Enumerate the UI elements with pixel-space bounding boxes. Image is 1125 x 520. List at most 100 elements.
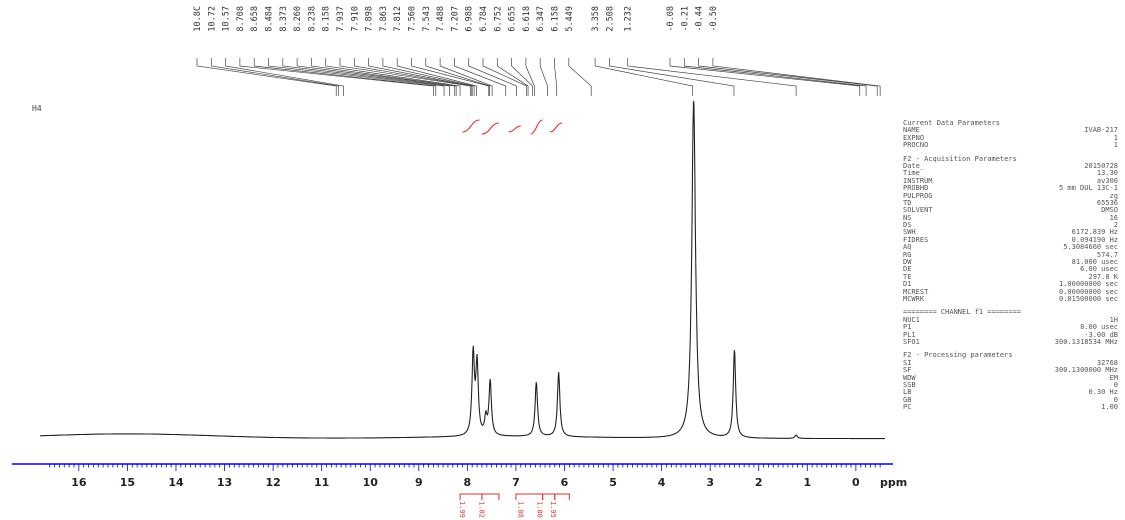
- peak-label: 7.898: [365, 6, 375, 32]
- param-value: IVAB-217: [1084, 126, 1118, 135]
- x-tick-label: 15: [120, 476, 135, 489]
- peak-label: 8.484: [265, 6, 275, 32]
- peak-leader: [311, 58, 457, 96]
- peak-label: 7.863: [379, 6, 389, 32]
- peak-leader: [454, 58, 507, 96]
- peak-label: 8.708: [236, 6, 246, 32]
- param-value: 2: [1113, 221, 1118, 230]
- param-row: EXPNO 1: [903, 133, 1118, 142]
- param-row: WDW EM: [903, 374, 1118, 382]
- x-tick-label: 2: [755, 476, 763, 489]
- x-axis-label: ppm: [880, 476, 907, 489]
- param-section-title: F2 - Acquisition Parameters: [903, 154, 1017, 163]
- x-tick-label: 10: [363, 476, 379, 489]
- param-row: RG 574.7: [903, 250, 1118, 259]
- peak-leader: [712, 58, 881, 96]
- peak-leader: [368, 58, 473, 96]
- param-key: SFO1: [903, 337, 920, 346]
- peak-label: 7.937: [336, 6, 346, 32]
- peak-label: 10.8C: [193, 6, 203, 32]
- param-row: SSB 0: [903, 380, 1118, 389]
- peak-label: 8.658: [250, 6, 260, 32]
- param-value: 16: [1109, 213, 1118, 222]
- param-value: 0.30 Hz: [1088, 388, 1118, 397]
- param-value: 65536: [1096, 198, 1118, 207]
- x-tick-label: 12: [265, 476, 280, 489]
- param-row: DE 6.00 usec: [903, 265, 1118, 274]
- peak-leader: [698, 58, 878, 96]
- peak-leader: [439, 58, 493, 96]
- param-row: PROCNO 1: [903, 141, 1118, 149]
- peak-label: 7.207: [450, 6, 460, 32]
- peak-label: 6.988: [465, 6, 475, 32]
- peak-leader: [609, 58, 735, 96]
- param-value: 574.7: [1096, 250, 1118, 259]
- ppm-axis: 16 15 14 13 12 11 10 9 8 7 6 5 4 3 2 1 0 ppm: [12, 463, 907, 489]
- param-row: INSTRUM av300: [903, 176, 1118, 185]
- param-section-title: F2 - Processing parameters: [903, 351, 1013, 360]
- param-value: 1.00: [1101, 403, 1118, 412]
- param-row: Date_ 20150728: [903, 161, 1118, 170]
- param-key: FIDRES: [903, 235, 929, 244]
- param-key: EXPNO: [903, 133, 925, 142]
- param-row: SFO1 300.1318534 MHz: [903, 337, 1118, 346]
- acquisition-parameters-panel: Current Data Parameters NAME IVAB-217 EXPNO…: [903, 119, 1118, 412]
- peak-label: 8.373: [279, 6, 289, 32]
- integral-curve: [549, 122, 563, 133]
- peak-leader: [353, 58, 473, 96]
- peak-label: 7.488: [436, 6, 446, 32]
- param-key: Time: [903, 169, 920, 178]
- x-tick-label: 5: [609, 476, 617, 489]
- param-key: DE: [903, 265, 912, 274]
- peak-label: -0.08: [666, 6, 676, 32]
- spectrum-trace: [40, 100, 885, 440]
- param-key: D1: [903, 280, 912, 289]
- peak-leader: [210, 58, 340, 96]
- integral-curve: [530, 119, 543, 135]
- param-row: PC 1.00: [903, 403, 1118, 412]
- param-row: LB 0.30 Hz: [903, 388, 1118, 397]
- peak-label: -0.44: [695, 6, 705, 32]
- param-value: 300.1300000 MHz: [1054, 366, 1118, 375]
- param-key: TE: [903, 272, 912, 281]
- param-row: DW 81.000 usec: [903, 258, 1118, 266]
- param-value: 32768: [1096, 358, 1118, 367]
- integral-value: 1.00: [536, 501, 544, 518]
- param-value: 5.3084660 sec: [1063, 243, 1118, 252]
- param-value: -3.00 dB: [1084, 330, 1118, 339]
- param-key: MCWRK: [903, 294, 925, 303]
- sample-label: H4: [32, 104, 42, 113]
- peak-label: 6.347: [536, 6, 546, 32]
- x-tick-label: 8: [464, 476, 472, 489]
- peak-leader: [325, 58, 461, 96]
- param-key: INSTRUM: [903, 176, 933, 185]
- peak-leader: [627, 58, 797, 96]
- peak-leader: [468, 58, 517, 96]
- peak-leader: [296, 58, 456, 96]
- peak-label: 10.57: [222, 6, 232, 32]
- peak-leader: [396, 58, 477, 96]
- integral-value: 1.95: [549, 501, 557, 518]
- x-tick-label: 14: [168, 476, 184, 489]
- param-row: TD 65536: [903, 198, 1118, 207]
- peak-label-group: 10.8C 10.72 10.57 8.708 8.658 8.484 8.373 8.260…: [193, 6, 719, 32]
- peak-leader: [411, 58, 490, 96]
- peak-label: 1.232: [624, 6, 634, 32]
- integral-bracket: [515, 493, 544, 500]
- param-row: NS 16: [903, 213, 1118, 222]
- param-key: PC: [903, 403, 912, 412]
- param-value: 0: [1113, 380, 1118, 389]
- param-row: D1 1.00000000 sec: [903, 280, 1118, 289]
- param-key: NAME: [903, 126, 920, 135]
- param-value: 20150728: [1084, 161, 1118, 170]
- peak-label: 2.508: [605, 6, 615, 32]
- x-tick-label: 13: [217, 476, 232, 489]
- param-value: 5 mm DUL 13C-1: [1058, 184, 1118, 193]
- param-row: NUC1 1H: [903, 316, 1118, 324]
- x-tick-label: 6: [561, 476, 569, 489]
- peak-label: 6.655: [508, 6, 518, 32]
- peak-leader: [225, 58, 344, 96]
- peak-label: 6.618: [522, 6, 532, 32]
- param-row: SI 32768: [903, 358, 1118, 367]
